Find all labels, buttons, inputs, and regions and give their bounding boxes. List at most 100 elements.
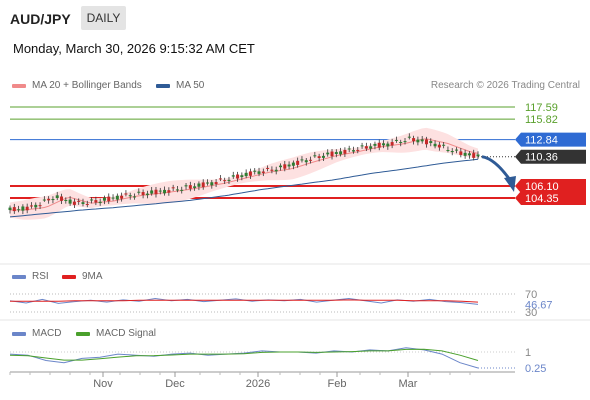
candle-body xyxy=(283,164,287,169)
candle-body xyxy=(463,152,467,156)
level-label-106.10: 106.10 xyxy=(525,181,559,193)
level-label-115.82: 115.82 xyxy=(525,114,558,126)
candle-body xyxy=(382,143,386,146)
candle-body xyxy=(309,159,313,161)
candle-body xyxy=(210,182,214,186)
candle-body xyxy=(360,145,364,147)
candle-body xyxy=(326,152,330,155)
candle-body xyxy=(433,143,437,147)
legend-item-9ma: 9MA xyxy=(62,271,103,282)
legend-label-ma20: MA 20 + Bollinger Bands xyxy=(32,80,142,91)
candle-body xyxy=(223,180,227,182)
candle-body xyxy=(214,182,218,185)
level-tag-112.84 xyxy=(515,132,586,147)
candle-body xyxy=(369,146,373,149)
candle-body xyxy=(90,199,94,201)
level-tag-106.10 xyxy=(515,178,586,193)
candle-body xyxy=(356,149,360,151)
candle-body xyxy=(343,150,347,154)
research-credit: Research © 2026 Trading Central xyxy=(430,80,580,91)
candle-body xyxy=(133,196,137,198)
candle-body xyxy=(12,207,16,212)
candle-body xyxy=(476,154,480,157)
axis-tick-label: Mar xyxy=(399,378,418,390)
candle-body xyxy=(253,170,257,172)
macd-label-1: 1 xyxy=(525,347,531,359)
candle-body xyxy=(175,189,179,191)
candle-body xyxy=(248,171,252,176)
candle-body xyxy=(317,156,321,159)
candle-body xyxy=(201,182,205,187)
level-label-112.84: 112.84 xyxy=(525,135,558,147)
period-button[interactable]: DAILY xyxy=(81,6,126,30)
candle-body xyxy=(124,193,128,195)
candle-body xyxy=(29,205,33,207)
candle-body xyxy=(102,197,106,201)
rsi-line xyxy=(9,297,479,305)
macd-label-0.25: 0.25 xyxy=(525,363,546,375)
rsi-label-30: 30 xyxy=(525,307,537,319)
candle-body xyxy=(266,167,270,169)
candle-body xyxy=(472,153,476,158)
candle-body xyxy=(180,189,184,191)
rsi-label-46.67: 46.67 xyxy=(525,299,553,311)
candle-body xyxy=(321,155,325,158)
candle-body xyxy=(25,206,29,211)
candle-body xyxy=(51,199,55,201)
macd-swatch xyxy=(12,331,26,336)
axis-tick-label: 2026 xyxy=(246,378,270,390)
level-tag-104.35 xyxy=(515,191,586,205)
candle-body xyxy=(98,201,102,204)
rsi-swatch xyxy=(12,274,26,279)
candle-body xyxy=(64,199,68,201)
level-label-117.59: 117.59 xyxy=(525,102,558,114)
candle-body xyxy=(197,183,201,187)
rsi-label-70: 70 xyxy=(525,289,537,301)
candle-body xyxy=(296,160,300,165)
candle-body xyxy=(193,186,197,188)
candle-body xyxy=(347,148,351,150)
candle-body xyxy=(21,206,25,211)
legend-label-9ma: 9MA xyxy=(82,271,103,282)
candle-body xyxy=(442,144,446,146)
legend-label-macd: MACD xyxy=(32,328,62,339)
candle-body xyxy=(81,202,85,204)
candle-body xyxy=(416,139,420,143)
macd-series: 10.25 xyxy=(9,347,546,375)
macd-signal-swatch xyxy=(76,331,90,336)
candle-body xyxy=(163,189,167,194)
candle-body xyxy=(257,171,261,174)
candle-body xyxy=(34,204,38,208)
macd-signal-line xyxy=(9,348,479,361)
candle-body xyxy=(429,141,433,144)
candle-body xyxy=(394,139,398,141)
candle-body xyxy=(115,195,119,200)
candle-body xyxy=(184,185,188,187)
candle-body xyxy=(467,153,471,156)
candle-body xyxy=(313,155,317,157)
legend-label-rsi: RSI xyxy=(32,271,49,282)
candle-body xyxy=(287,164,291,167)
legend-item-ma50: MA 50 xyxy=(156,80,204,91)
candle-body xyxy=(330,151,334,157)
legend-item-rsi: RSI xyxy=(12,271,49,282)
candle-body xyxy=(403,141,407,143)
candle-body xyxy=(300,159,304,161)
candle-body xyxy=(150,190,154,194)
forecast-arrow xyxy=(481,155,512,181)
candle-body xyxy=(412,138,416,142)
candle-body xyxy=(446,149,450,151)
candle-body xyxy=(274,169,278,172)
candle-body xyxy=(339,151,343,155)
candle-body xyxy=(351,150,355,152)
legend-label-macd-signal: MACD Signal xyxy=(96,328,157,339)
level-label-104.35: 104.35 xyxy=(525,193,559,205)
9ma-swatch xyxy=(62,274,76,279)
candle-body xyxy=(94,200,98,203)
candle-body xyxy=(261,171,265,173)
candle-body xyxy=(167,190,171,193)
candle-body xyxy=(377,142,381,148)
candle-body xyxy=(8,207,12,211)
